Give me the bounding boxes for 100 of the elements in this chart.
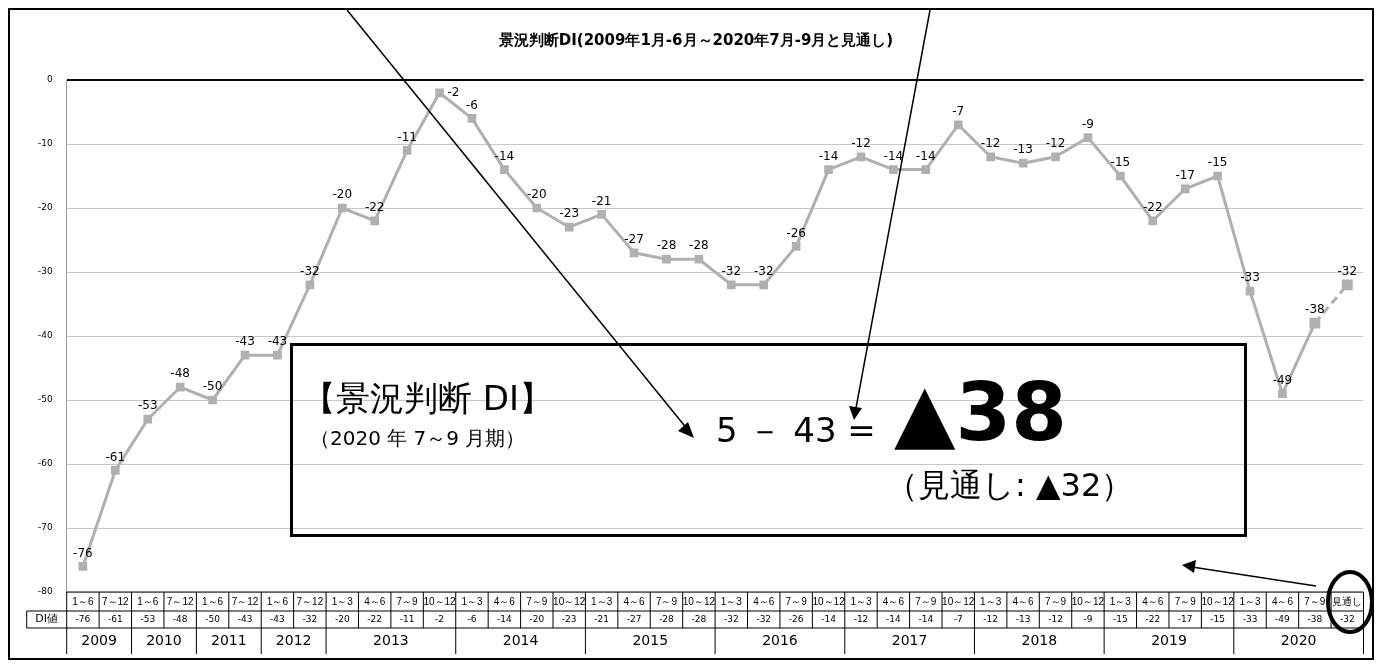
x-tick-label: 7～12 bbox=[296, 595, 324, 607]
x-tick-label: 7～12 bbox=[231, 595, 259, 607]
x-tick-label: 10～12 bbox=[942, 595, 975, 607]
x-tick-label: 1～3 bbox=[591, 595, 613, 607]
text: -15 bbox=[1113, 613, 1128, 624]
data-label: -14 bbox=[916, 148, 936, 163]
data-label: -50 bbox=[202, 379, 223, 394]
x-tick-label: 7～9 bbox=[785, 595, 808, 607]
data-label: -14 bbox=[494, 148, 515, 163]
text: 2011 bbox=[210, 631, 247, 648]
data-label: -22 bbox=[364, 199, 385, 214]
y-tick-label: -40 bbox=[38, 330, 53, 341]
x-tick-label: 1～3 bbox=[720, 595, 743, 607]
x-tick-label: 4～6 bbox=[1012, 595, 1035, 607]
data-label: -20 bbox=[332, 187, 353, 202]
annotation: （2020 年 7～9 月期） bbox=[310, 425, 526, 452]
text: -26 bbox=[788, 613, 804, 624]
data-label: -11 bbox=[397, 129, 417, 144]
data-label: -21 bbox=[591, 193, 612, 208]
text: -11 bbox=[399, 613, 415, 624]
text: DI値 bbox=[35, 612, 59, 626]
data-label: -48 bbox=[170, 366, 190, 381]
text: -14 bbox=[821, 613, 837, 624]
text: -27 bbox=[626, 613, 642, 624]
text: 2013 bbox=[373, 631, 409, 648]
x-tick-label: 7～9 bbox=[1174, 595, 1197, 607]
data-label: -22 bbox=[1142, 199, 1163, 214]
x-tick-label: 10～12 bbox=[1071, 595, 1105, 607]
data-label: -15 bbox=[1207, 155, 1228, 170]
text: -6 bbox=[467, 613, 477, 624]
data-label: -38 bbox=[1305, 302, 1325, 317]
text: -17 bbox=[1177, 613, 1193, 624]
x-tick-label: 10～12 bbox=[423, 595, 457, 607]
chart-title: 景況判断DI(2009年1月-6月～2020年7月-9月と見通し) bbox=[497, 30, 894, 49]
data-label: -53 bbox=[137, 398, 158, 413]
data-label: -15 bbox=[1110, 155, 1131, 170]
data-label: -28 bbox=[689, 238, 709, 253]
text: 2014 bbox=[502, 631, 539, 648]
data-label: -32 bbox=[300, 263, 320, 278]
x-tick-label: 4～6 bbox=[493, 595, 516, 607]
x-tick-label: 1～6 bbox=[72, 595, 94, 607]
data-label: -76 bbox=[73, 545, 93, 560]
text: -38 bbox=[1307, 613, 1323, 624]
data-label: -28 bbox=[656, 238, 677, 253]
text: 2018 bbox=[1021, 631, 1058, 648]
x-tick-label: 4～6 bbox=[1142, 595, 1164, 607]
text: -9 bbox=[1083, 613, 1093, 624]
text: -33 bbox=[1242, 613, 1258, 624]
text: -15 bbox=[1210, 613, 1225, 624]
data-label: -26 bbox=[786, 225, 806, 240]
data-label: -33 bbox=[1240, 270, 1260, 285]
annotation: 【景況判断 DI】 bbox=[302, 377, 554, 420]
text: -14 bbox=[497, 613, 512, 624]
text: -12 bbox=[983, 613, 999, 624]
text: -32 bbox=[723, 613, 739, 624]
x-tick-label: 10～12 bbox=[682, 595, 716, 607]
text: -76 bbox=[75, 613, 91, 624]
x-tick-label: 7～9 bbox=[526, 595, 548, 607]
x-tick-label: 見通し bbox=[1332, 595, 1363, 607]
x-tick-label: 1～6 bbox=[266, 595, 289, 607]
y-tick-label: -70 bbox=[38, 522, 53, 533]
text: 2019 bbox=[1151, 631, 1187, 648]
text: -28 bbox=[691, 613, 707, 624]
annotation: ▲38 bbox=[894, 366, 1067, 459]
x-tick-label: 4～6 bbox=[882, 595, 905, 607]
data-label: -14 bbox=[883, 148, 904, 163]
data-label: -32 bbox=[753, 263, 774, 278]
text: -48 bbox=[172, 613, 188, 624]
text: -14 bbox=[918, 613, 934, 624]
x-tick-label: 7～9 bbox=[1044, 595, 1067, 607]
text: -20 bbox=[529, 613, 545, 624]
data-label: -27 bbox=[624, 231, 644, 246]
data-label: -32 bbox=[1337, 263, 1358, 278]
data-label: -23 bbox=[559, 206, 580, 221]
data-label: -6 bbox=[465, 97, 478, 112]
x-tick-label: 4～6 bbox=[1271, 595, 1294, 607]
data-label: -32 bbox=[721, 263, 742, 278]
text: -14 bbox=[886, 613, 902, 624]
x-tick-label: 1～3 bbox=[1239, 595, 1262, 607]
data-label: -7 bbox=[952, 103, 965, 118]
data-label: -17 bbox=[1175, 167, 1195, 182]
annotation: 5 － 43 = bbox=[716, 409, 876, 452]
x-tick-label: 1～3 bbox=[980, 595, 1002, 607]
y-tick-label: -10 bbox=[38, 138, 53, 149]
text: -20 bbox=[334, 613, 350, 624]
data-label: -14 bbox=[818, 148, 839, 163]
text: 2017 bbox=[891, 631, 928, 648]
x-tick-label: 7～9 bbox=[396, 595, 419, 607]
y-tick-label: -80 bbox=[38, 586, 53, 597]
text: -12 bbox=[853, 613, 869, 624]
x-tick-label: 10～12 bbox=[553, 595, 586, 607]
text: -28 bbox=[659, 613, 675, 624]
x-tick-label: 4～6 bbox=[364, 595, 386, 607]
data-label: -43 bbox=[235, 334, 255, 349]
text: 2010 bbox=[146, 631, 182, 648]
x-tick-label: 1～3 bbox=[461, 595, 483, 607]
x-tick-label: 1～3 bbox=[850, 595, 872, 607]
text: 2015 bbox=[632, 631, 669, 648]
x-tick-label: 7～12 bbox=[101, 595, 130, 607]
text: -2 bbox=[435, 613, 445, 624]
